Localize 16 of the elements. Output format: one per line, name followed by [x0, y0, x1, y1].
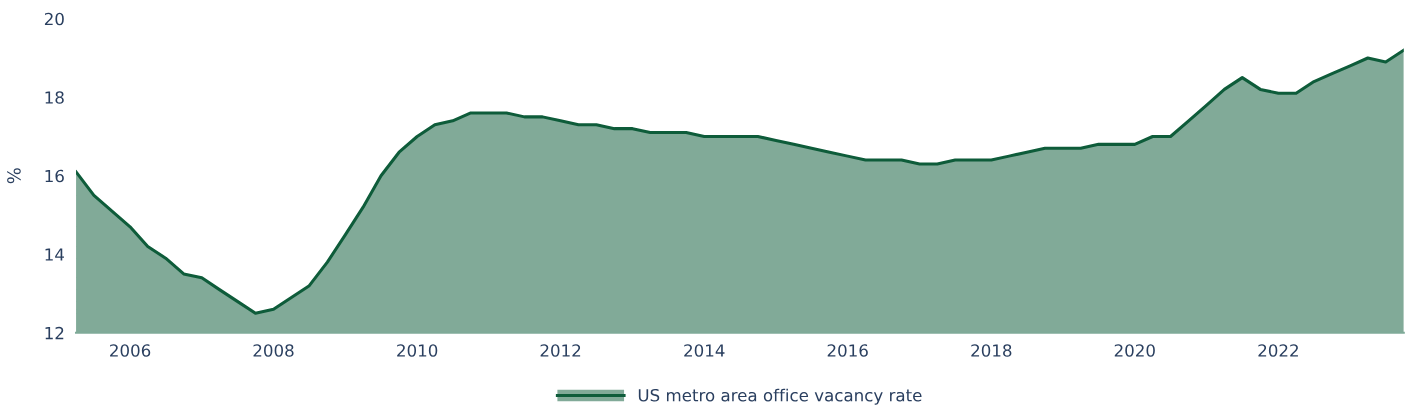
y-tick-label: 20: [44, 12, 64, 26]
y-axis-title: %: [7, 168, 21, 184]
y-tick-label: 14: [45, 248, 64, 261]
y-tick-label: 18: [45, 91, 64, 104]
x-tick-label: 2010: [397, 344, 438, 357]
x-tick-label: 2008: [253, 344, 294, 357]
x-tick-label: 2018: [971, 344, 1012, 357]
x-tick-label: 2014: [684, 344, 725, 357]
x-tick-label: 2022: [1258, 344, 1298, 357]
y-tick-label: 16: [45, 169, 64, 183]
x-tick-label: 2016: [827, 344, 868, 357]
x-tick-label: 2006: [110, 344, 151, 357]
legend-label: US metro area office vacancy rate: [638, 388, 922, 405]
x-tick-label: 2012: [540, 344, 581, 357]
x-tick-label: 2020: [1114, 344, 1155, 357]
y-tick-label: 12: [45, 326, 64, 340]
